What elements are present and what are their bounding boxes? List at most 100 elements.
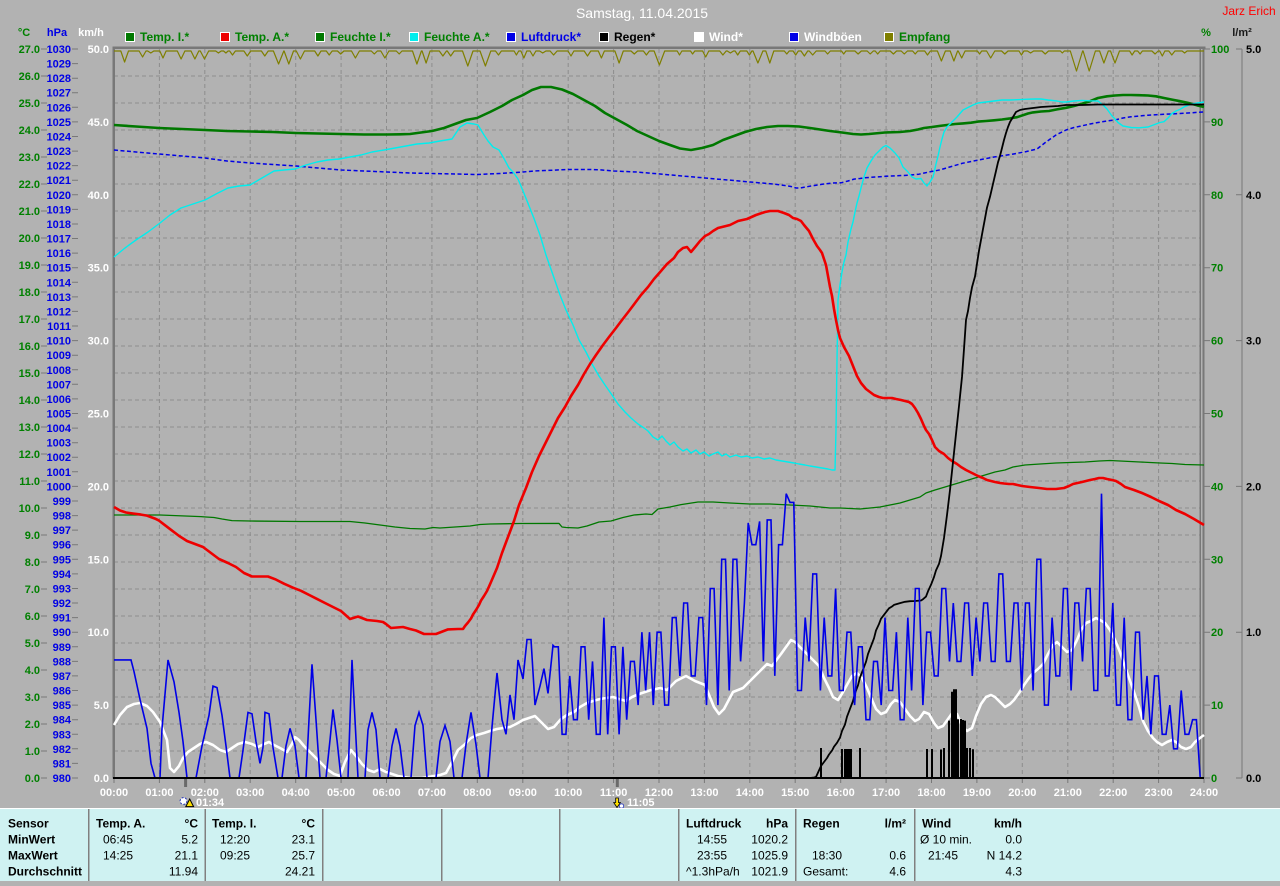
svg-text:Regen: Regen [803, 817, 840, 831]
svg-text:1013: 1013 [47, 292, 71, 304]
svg-text:hPa: hPa [766, 817, 788, 831]
svg-text:15:00: 15:00 [781, 787, 809, 799]
svg-text:5.0: 5.0 [94, 700, 109, 712]
svg-text:1023: 1023 [47, 146, 71, 158]
svg-text:23:55: 23:55 [697, 849, 727, 863]
svg-text:1019: 1019 [47, 204, 71, 216]
svg-text:25.0: 25.0 [19, 98, 40, 110]
svg-text:1009: 1009 [47, 350, 71, 362]
svg-text:12.0: 12.0 [19, 449, 40, 461]
svg-text:Feuchte I.*: Feuchte I.* [330, 30, 391, 44]
svg-text:24:00: 24:00 [1190, 787, 1218, 799]
svg-text:989: 989 [53, 642, 71, 654]
svg-text:100: 100 [1211, 44, 1229, 56]
svg-text:10.0: 10.0 [19, 503, 40, 515]
svg-text:999: 999 [53, 496, 71, 508]
svg-text:1006: 1006 [47, 394, 71, 406]
svg-text:06:00: 06:00 [372, 787, 400, 799]
svg-text:Windböen: Windböen [804, 30, 862, 44]
svg-text:22:00: 22:00 [1099, 787, 1127, 799]
svg-text:30: 30 [1211, 554, 1223, 566]
svg-text:1030: 1030 [47, 44, 71, 56]
svg-text:1.0: 1.0 [25, 746, 40, 758]
svg-text:0.0: 0.0 [94, 773, 109, 785]
svg-text:21.0: 21.0 [19, 206, 40, 218]
svg-text:985: 985 [53, 700, 71, 712]
svg-text:Luftdruck*: Luftdruck* [521, 30, 581, 44]
svg-text:hPa: hPa [47, 27, 68, 39]
svg-text:25.0: 25.0 [88, 409, 109, 421]
svg-text:14:55: 14:55 [697, 833, 727, 847]
svg-text:17.0: 17.0 [19, 314, 40, 326]
svg-text:°C: °C [18, 27, 30, 39]
svg-text:Wind: Wind [922, 817, 951, 831]
svg-text:05:00: 05:00 [327, 787, 355, 799]
svg-text:1024: 1024 [47, 132, 72, 144]
svg-text:°C: °C [302, 817, 316, 831]
svg-text:01:00: 01:00 [145, 787, 173, 799]
svg-text:20.0: 20.0 [19, 233, 40, 245]
svg-text:26.0: 26.0 [19, 71, 40, 83]
svg-text:Temp. I.: Temp. I. [212, 817, 256, 831]
svg-text:1018: 1018 [47, 219, 71, 231]
svg-text:1028: 1028 [47, 73, 71, 85]
svg-text:14:25: 14:25 [103, 849, 133, 863]
svg-text:998: 998 [53, 511, 71, 523]
svg-text:16.0: 16.0 [19, 341, 40, 353]
svg-text:Jarz Erich: Jarz Erich [1222, 4, 1275, 18]
svg-text:50: 50 [1211, 409, 1223, 421]
svg-text:5.0: 5.0 [25, 638, 40, 650]
svg-text:988: 988 [53, 656, 71, 668]
svg-text:1002: 1002 [47, 452, 71, 464]
svg-text:km/h: km/h [994, 817, 1022, 831]
svg-text:16:00: 16:00 [827, 787, 855, 799]
svg-text:1010: 1010 [47, 336, 71, 348]
svg-text:04:00: 04:00 [282, 787, 310, 799]
svg-text:Wind*: Wind* [709, 30, 743, 44]
svg-text:%: % [1201, 27, 1211, 39]
svg-text:991: 991 [53, 613, 71, 625]
svg-text:3.0: 3.0 [1246, 336, 1261, 348]
svg-text:°C: °C [185, 817, 199, 831]
svg-text:07:00: 07:00 [418, 787, 446, 799]
svg-text:24.0: 24.0 [19, 125, 40, 137]
svg-text:02:00: 02:00 [191, 787, 219, 799]
svg-text:27.0: 27.0 [19, 44, 40, 56]
svg-text:20: 20 [1211, 627, 1223, 639]
svg-text:MaxWert: MaxWert [8, 849, 58, 863]
svg-text:70: 70 [1211, 263, 1223, 275]
svg-text:18:00: 18:00 [917, 787, 945, 799]
svg-text:1014: 1014 [47, 277, 72, 289]
svg-text:984: 984 [53, 715, 72, 727]
svg-text:980: 980 [53, 773, 71, 785]
svg-text:45.0: 45.0 [88, 117, 109, 129]
svg-text:982: 982 [53, 744, 71, 756]
svg-text:9.0: 9.0 [25, 530, 40, 542]
svg-text:2.0: 2.0 [25, 719, 40, 731]
svg-text:40: 40 [1211, 481, 1223, 493]
svg-text:14:00: 14:00 [736, 787, 764, 799]
svg-text:25.7: 25.7 [292, 849, 316, 863]
svg-text:4.6: 4.6 [889, 865, 906, 879]
svg-text:0.0: 0.0 [1246, 773, 1261, 785]
svg-text:1000: 1000 [47, 481, 71, 493]
svg-text:1025.9: 1025.9 [751, 849, 788, 863]
svg-text:21:00: 21:00 [1054, 787, 1082, 799]
svg-text:983: 983 [53, 729, 71, 741]
svg-text:990: 990 [53, 627, 71, 639]
svg-text:11:00: 11:00 [600, 787, 628, 799]
svg-text:1016: 1016 [47, 248, 71, 260]
svg-text:17:00: 17:00 [872, 787, 900, 799]
svg-text:06:45: 06:45 [103, 833, 133, 847]
svg-text:Temp. I.*: Temp. I.* [140, 30, 189, 44]
svg-text:22.0: 22.0 [19, 179, 40, 191]
svg-text:Feuchte A.*: Feuchte A.* [424, 30, 490, 44]
svg-text:1017: 1017 [47, 234, 71, 246]
svg-text:992: 992 [53, 598, 71, 610]
svg-text:1021.9: 1021.9 [751, 865, 788, 879]
svg-text:15.0: 15.0 [19, 368, 40, 380]
svg-text:23.1: 23.1 [292, 833, 316, 847]
svg-text:40.0: 40.0 [88, 190, 109, 202]
svg-text:1001: 1001 [47, 467, 71, 479]
svg-text:23.0: 23.0 [19, 152, 40, 164]
